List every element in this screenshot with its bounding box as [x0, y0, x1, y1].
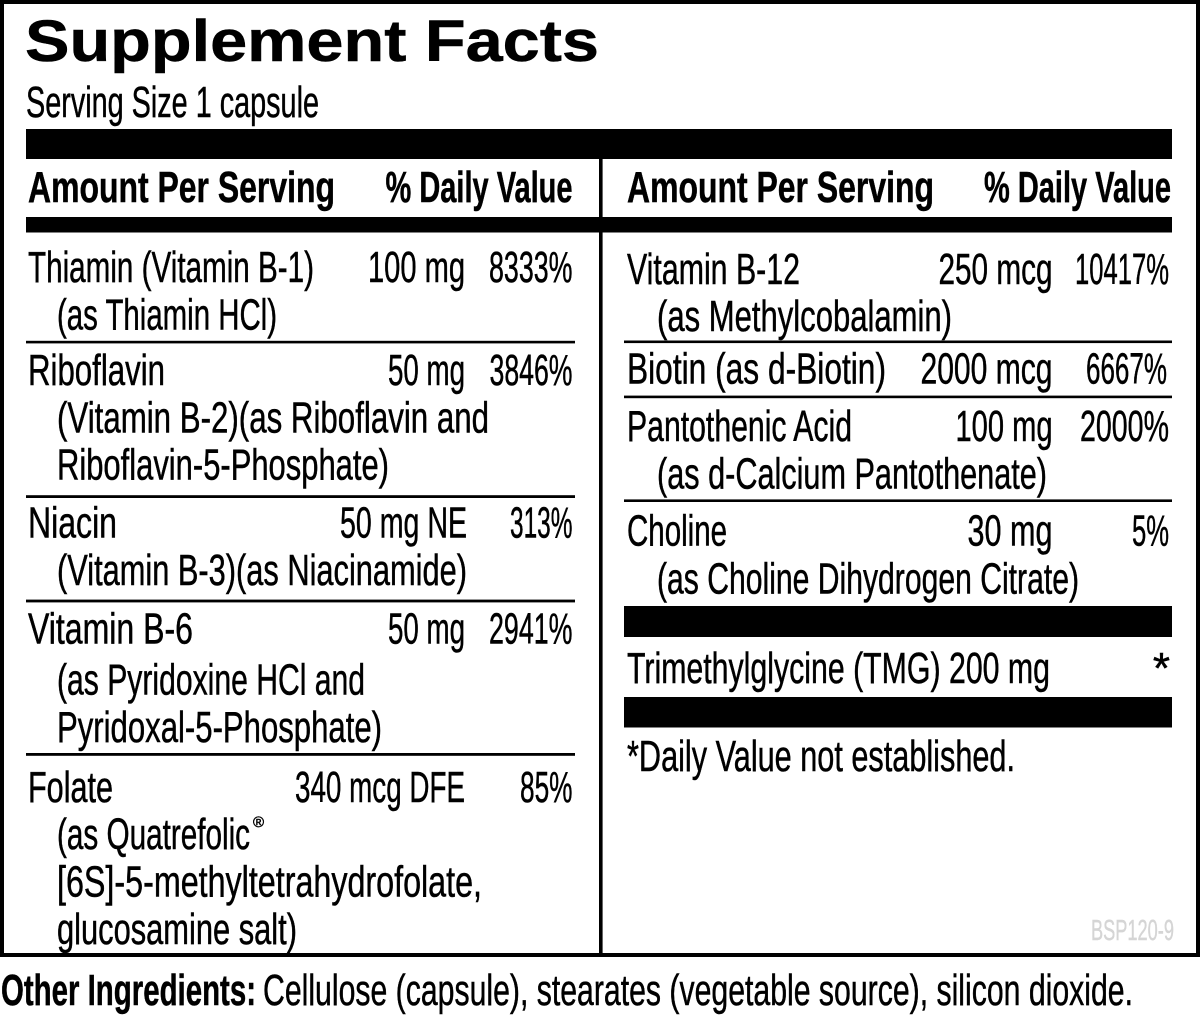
svg-text:2941%: 2941%: [489, 605, 573, 654]
svg-text:2000 mcg: 2000 mcg: [921, 345, 1053, 394]
svg-text:100 mg: 100 mg: [956, 402, 1053, 451]
svg-text:Pantothenic Acid: Pantothenic Acid: [627, 402, 852, 451]
svg-text:*Daily Value not established.: *Daily Value not established.: [627, 732, 1015, 781]
svg-text:250 mcg: 250 mcg: [939, 245, 1053, 294]
svg-text:Vitamin B-6: Vitamin B-6: [28, 605, 193, 654]
svg-text:Other Ingredients:: Other Ingredients:: [1, 966, 256, 1015]
svg-text:Riboflavin: Riboflavin: [28, 346, 165, 395]
svg-text:[6S]-5-methyltetrahydrofolate,: [6S]-5-methyltetrahydrofolate,: [57, 858, 482, 907]
svg-text:BSP120-9: BSP120-9: [1091, 915, 1174, 947]
svg-text:(as d-Calcium Pantothenate): (as d-Calcium Pantothenate): [657, 450, 1047, 499]
svg-text:2000%: 2000%: [1080, 402, 1169, 451]
svg-text:8333%: 8333%: [489, 243, 573, 292]
svg-text:(as Choline Dihydrogen Citrate: (as Choline Dihydrogen Citrate): [657, 555, 1079, 604]
svg-text:(as Quatrefolic: (as Quatrefolic: [57, 810, 250, 859]
svg-text:Serving Size 1 capsule: Serving Size 1 capsule: [26, 78, 319, 127]
svg-text:(as Methylcobalamin): (as Methylcobalamin): [657, 292, 952, 341]
svg-text:(as Pyridoxine HCl and: (as Pyridoxine HCl and: [57, 656, 365, 705]
svg-text:85%: 85%: [520, 763, 573, 812]
svg-text:*: *: [1153, 644, 1170, 693]
svg-text:Cellulose (capsule), stearates: Cellulose (capsule), stearates (vegetabl…: [263, 966, 1133, 1015]
svg-text:10417%: 10417%: [1075, 245, 1169, 294]
svg-text:(Vitamin B-2)(as Riboflavin an: (Vitamin B-2)(as Riboflavin and: [57, 394, 489, 443]
svg-text:% Daily Value: % Daily Value: [386, 163, 573, 212]
svg-text:Amount Per Serving: Amount Per Serving: [627, 163, 934, 212]
svg-text:5%: 5%: [1132, 507, 1169, 556]
svg-text:glucosamine salt): glucosamine salt): [57, 905, 297, 954]
svg-text:50 mg: 50 mg: [388, 346, 465, 395]
svg-text:340 mcg DFE: 340 mcg DFE: [295, 763, 465, 812]
svg-text:Niacin: Niacin: [28, 499, 117, 548]
svg-text:Thiamin (Vitamin B-1): Thiamin (Vitamin B-1): [28, 243, 314, 292]
svg-text:50 mg: 50 mg: [388, 605, 465, 654]
svg-text:3846%: 3846%: [490, 346, 573, 395]
svg-text:Vitamin B-12: Vitamin B-12: [627, 245, 800, 294]
svg-text:Folate: Folate: [28, 763, 113, 812]
svg-text:(Vitamin B-3)(as Niacinamide): (Vitamin B-3)(as Niacinamide): [57, 546, 467, 595]
svg-text:Riboflavin-5-Phosphate): Riboflavin-5-Phosphate): [57, 441, 389, 490]
svg-text:Biotin (as d-Biotin): Biotin (as d-Biotin): [627, 345, 886, 394]
svg-text:6667%: 6667%: [1086, 345, 1167, 394]
svg-text:Trimethylglycine (TMG) 200 mg: Trimethylglycine (TMG) 200 mg: [627, 644, 1050, 693]
svg-text:Supplement Facts: Supplement Facts: [25, 9, 599, 74]
svg-text:100 mg: 100 mg: [368, 243, 465, 292]
svg-text:Pyridoxal-5-Phosphate): Pyridoxal-5-Phosphate): [57, 703, 382, 752]
svg-text:®: ®: [253, 814, 264, 831]
svg-text:50 mg NE: 50 mg NE: [340, 499, 467, 548]
svg-text:(as Thiamin HCl): (as Thiamin HCl): [57, 291, 277, 340]
svg-text:313%: 313%: [510, 499, 573, 548]
svg-text:30 mg: 30 mg: [968, 507, 1053, 556]
svg-text:Amount Per Serving: Amount Per Serving: [28, 163, 335, 212]
svg-text:% Daily Value: % Daily Value: [984, 163, 1171, 212]
svg-text:Choline: Choline: [627, 507, 727, 556]
